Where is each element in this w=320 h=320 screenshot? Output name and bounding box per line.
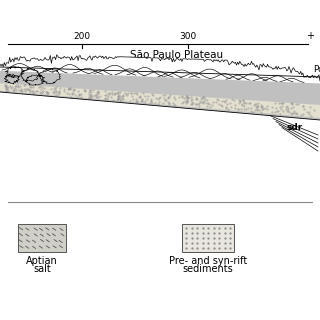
- Bar: [182, 224, 234, 252]
- Text: sdr: sdr: [287, 123, 303, 132]
- Text: sediments: sediments: [183, 264, 233, 274]
- Bar: [0, 0, 320, 202]
- Text: salt: salt: [33, 264, 51, 274]
- Text: São Paulo Plateau: São Paulo Plateau: [130, 50, 223, 60]
- Text: Aptian: Aptian: [26, 256, 58, 266]
- Polygon shape: [0, 67, 320, 120]
- Text: Pos: Pos: [313, 66, 320, 75]
- Polygon shape: [0, 83, 320, 118]
- Text: Pre- and syn-rift: Pre- and syn-rift: [169, 256, 247, 266]
- Text: 300: 300: [180, 32, 196, 41]
- Text: 200: 200: [73, 32, 91, 41]
- Text: +: +: [306, 31, 314, 41]
- Bar: [18, 224, 66, 252]
- Polygon shape: [0, 55, 320, 84]
